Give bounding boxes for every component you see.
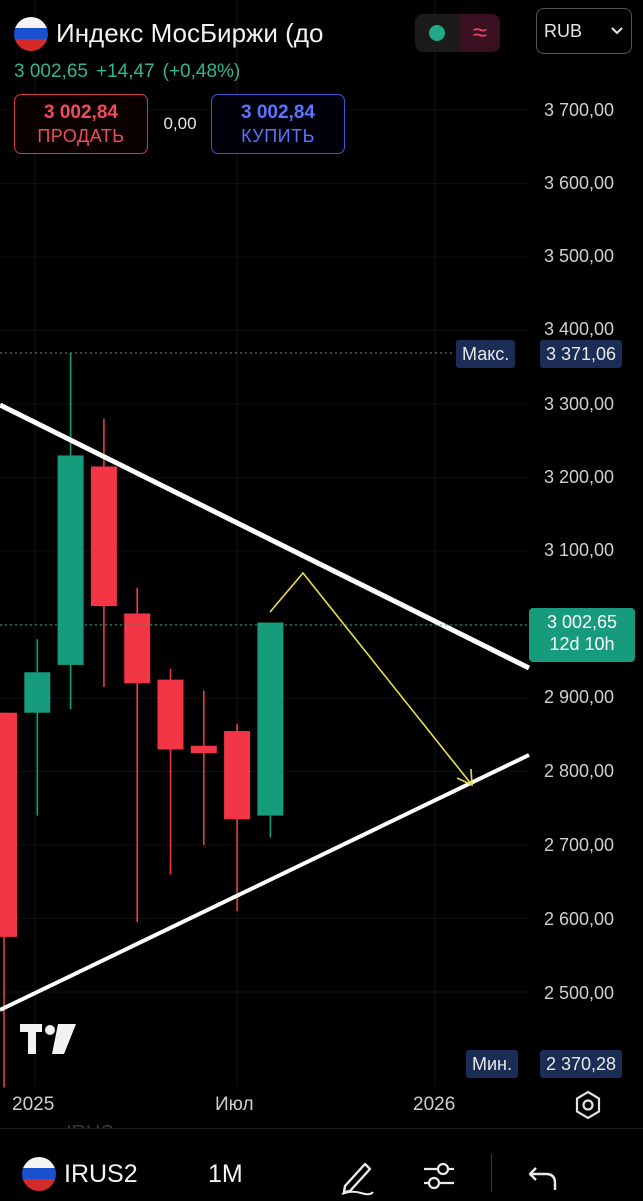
price-axis-label: 3 200,00	[544, 467, 615, 487]
max-label-tag: Макс.	[456, 340, 516, 368]
market-status-pill[interactable]: ≈	[415, 14, 500, 52]
price-axis-label: 2 700,00	[544, 835, 615, 855]
candle-up	[57, 455, 84, 665]
market-open-dot-icon	[429, 25, 445, 41]
interval-selector[interactable]: 1M	[208, 1160, 243, 1188]
projection-arrowhead	[456, 768, 473, 787]
price-axis-label: 3 500,00	[544, 246, 615, 266]
pen-icon[interactable]	[337, 1156, 377, 1201]
time-axis-label: Июл	[215, 1094, 254, 1115]
sliders-icon[interactable]	[421, 1158, 457, 1199]
russia-flag-icon	[22, 1157, 56, 1191]
symbol-selector[interactable]: IRUS2	[64, 1160, 138, 1188]
instrument-title[interactable]: Индекс МосБиржи (до	[56, 18, 324, 48]
price-axis-label: 2 600,00	[544, 909, 615, 929]
buy-price: 3 002,84	[241, 102, 315, 123]
price-axis-label: 2 500,00	[544, 983, 615, 1003]
toolbar-divider	[491, 1154, 492, 1192]
lower-trendline[interactable]	[0, 753, 530, 1012]
sell-label: ПРОДАТЬ	[37, 126, 125, 146]
candle-down	[0, 712, 17, 937]
sell-button[interactable]: 3 002,84 ПРОДАТЬ	[14, 94, 148, 154]
candle-countdown: 12d 10h	[549, 634, 615, 654]
bottom-toolbar	[0, 1128, 643, 1201]
chart-grid	[0, 0, 529, 1085]
tradingview-logo-icon[interactable]	[20, 1024, 76, 1059]
buy-button[interactable]: 3 002,84 КУПИТЬ	[211, 94, 345, 154]
candle-down	[157, 679, 184, 750]
price-axis-label: 2 900,00	[544, 687, 615, 707]
time-axis-label: 2026	[413, 1094, 456, 1115]
trend-drawings[interactable]	[0, 402, 531, 1012]
currency-select[interactable]: RUB	[536, 8, 632, 54]
current-price-tag: 3 002,65 12d 10h	[529, 608, 635, 662]
candle-up	[24, 672, 51, 713]
price-axis-label: 3 700,00	[544, 100, 615, 120]
chevron-down-icon	[611, 23, 623, 39]
currency-label: RUB	[544, 21, 583, 41]
change-abs: +14,47	[95, 61, 155, 82]
settings-icon[interactable]	[573, 1090, 603, 1125]
candle-down	[190, 745, 217, 754]
min-value-tag: 2 370,28	[540, 1050, 623, 1078]
delayed-data-icon: ≈	[460, 14, 500, 52]
russia-flag-icon	[14, 17, 48, 51]
price-axis-label: 2 800,00	[544, 761, 615, 781]
projection-path[interactable]	[269, 571, 473, 786]
price-axis-label: 3 600,00	[544, 173, 615, 193]
price-axis-label: 3 400,00	[544, 319, 615, 339]
min-label-tag: Мин.	[466, 1050, 518, 1078]
price-axis-label: 3 300,00	[544, 394, 615, 414]
candles	[0, 352, 284, 1088]
candle-down	[124, 613, 151, 684]
current-price-value: 3 002,65	[546, 612, 618, 632]
spread-value: 0,00	[163, 114, 197, 133]
change-pct: (+0,48%)	[162, 61, 241, 82]
buy-label: КУПИТЬ	[241, 126, 315, 146]
sell-price: 3 002,84	[44, 102, 118, 123]
quote-line: 3 002,65 +14,47 (+0,48%)	[14, 61, 248, 83]
candle-down	[224, 731, 251, 820]
candle-down	[90, 466, 117, 607]
price-axis-label: 3 100,00	[544, 540, 615, 560]
candle-up	[257, 622, 284, 816]
last-price: 3 002,65	[14, 61, 88, 82]
time-axis-label: 2025	[12, 1094, 55, 1115]
max-value-tag: 3 371,06	[540, 340, 623, 368]
undo-icon[interactable]	[526, 1160, 560, 1199]
upper-trendline[interactable]	[0, 402, 531, 671]
